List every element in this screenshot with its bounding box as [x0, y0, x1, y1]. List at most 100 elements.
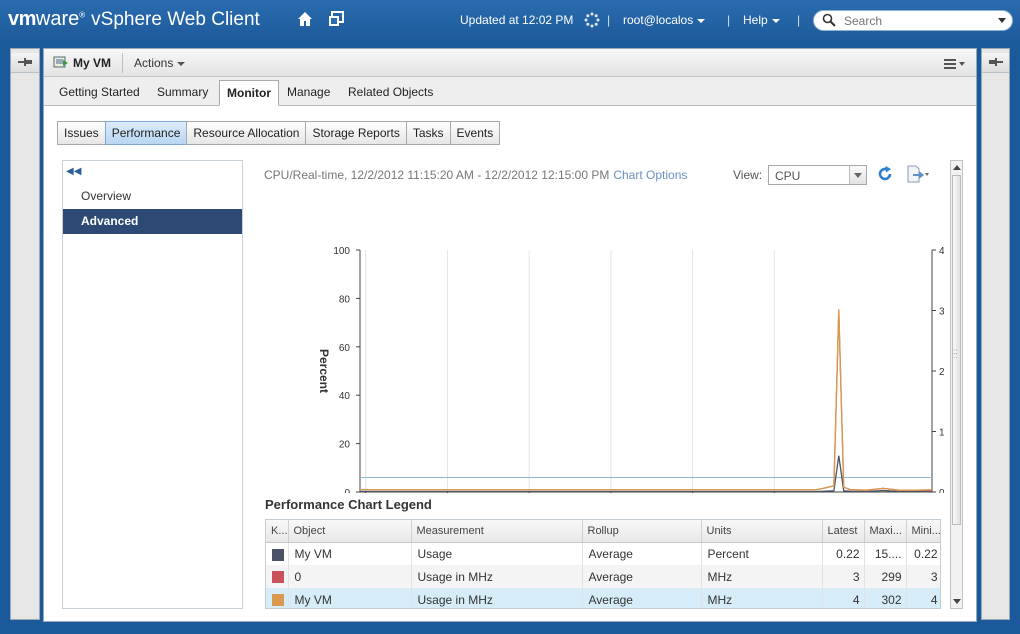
view-label: View: — [733, 168, 763, 182]
legend-key-cell — [266, 565, 289, 588]
y-tick-label: 100 — [333, 246, 350, 257]
search-input[interactable] — [844, 13, 994, 28]
help-label: Help — [743, 13, 768, 27]
search-dropdown-icon[interactable] — [998, 18, 1006, 23]
subtab-resource-allocation[interactable]: Resource Allocation — [186, 121, 307, 145]
export-icon[interactable] — [906, 165, 930, 183]
home-icon[interactable] — [296, 11, 314, 29]
y-axis-label: Percent — [317, 349, 331, 393]
subtab-issues[interactable]: Issues — [57, 121, 106, 145]
topbar-divider: | — [797, 13, 801, 27]
tab-monitor[interactable]: Monitor — [219, 80, 279, 106]
col-units[interactable]: Units — [701, 520, 823, 543]
object-cell: 0 — [288, 565, 412, 588]
vertical-scrollbar[interactable] — [950, 160, 963, 609]
pin-icon[interactable] — [11, 53, 39, 73]
search-box — [813, 10, 1013, 31]
series-line-2 — [360, 309, 933, 491]
chevron-down-icon — [771, 18, 780, 23]
chart-header: CPU/Real-time, 12/2/2012 11:15:20 AM - 1… — [264, 168, 687, 182]
min-cell: 0.22 — [906, 542, 940, 565]
col-measurement[interactable]: Measurement — [411, 520, 583, 543]
col-latest[interactable]: Latest — [822, 520, 865, 543]
tab-getting-started[interactable]: Getting Started — [59, 85, 140, 99]
pin-icon[interactable] — [982, 53, 1009, 73]
latest-cell: 3 — [822, 565, 865, 588]
new-window-icon[interactable] — [327, 11, 345, 29]
min-cell: 3 — [906, 565, 940, 588]
scroll-down-icon[interactable] — [953, 599, 961, 604]
chevron-down-icon — [697, 18, 706, 23]
measurement-cell: Usage in MHz — [411, 565, 583, 588]
col-rollup[interactable]: Rollup — [582, 520, 702, 543]
col-object[interactable]: Object — [288, 520, 412, 543]
help-menu[interactable]: Help — [743, 13, 780, 27]
view-select-value: CPU — [775, 169, 801, 183]
brand-registered-mark: ® — [79, 10, 86, 20]
series-swatch — [272, 548, 284, 561]
measurement-cell: Usage — [411, 542, 583, 565]
subtab-storage-reports[interactable]: Storage Reports — [305, 121, 407, 145]
max-cell: 302 — [864, 588, 907, 608]
view-select[interactable]: CPU — [768, 165, 867, 185]
col-key[interactable]: K... — [266, 520, 289, 543]
product-name: vSphere Web Client — [91, 9, 260, 30]
table-row[interactable]: 0 Usage in MHz Average MHz 3 299 3 — [266, 565, 940, 588]
series-line-1 — [360, 311, 932, 491]
subtab-events[interactable]: Events — [449, 121, 501, 145]
y2-tick-label: 0 — [939, 488, 944, 493]
panel-menu-icon[interactable] — [942, 55, 968, 71]
subtab-tasks[interactable]: Tasks — [405, 121, 451, 145]
legend-header-row: K... Object Measurement Rollup Units Lat… — [266, 520, 940, 543]
col-minimum[interactable]: Mini... — [906, 520, 940, 543]
updated-status: Updated at 12:02 PM — [460, 13, 574, 27]
legend-title: Performance Chart Legend — [265, 497, 432, 512]
legend-key-cell — [266, 542, 289, 565]
brand-ware: ware — [35, 8, 80, 30]
nav-overview[interactable]: Overview — [81, 189, 132, 203]
refresh-icon[interactable] — [876, 165, 894, 183]
y2-tick-label: 100 — [939, 428, 944, 439]
max-cell: 299 — [864, 565, 907, 588]
right-pin-panel — [981, 48, 1010, 620]
user-menu[interactable]: root@localos — [623, 13, 706, 27]
nav-advanced[interactable]: Advanced — [63, 209, 242, 234]
user-name: root@localos — [623, 13, 694, 27]
resize-grip-icon[interactable]: :::: — [953, 347, 958, 360]
main-panel: My VM Actions Getting Started Summary Mo… — [43, 48, 977, 622]
actions-label: Actions — [134, 56, 174, 70]
col-maximum[interactable]: Maxi... — [864, 520, 907, 543]
collapse-left-icon[interactable]: ◀◀ — [66, 166, 82, 177]
loading-spinner-icon — [583, 12, 601, 30]
chevron-down-icon — [177, 61, 186, 66]
primary-tabs: Getting Started Summary Monitor Manage R… — [44, 77, 976, 106]
view-select-dropdown-icon — [849, 166, 866, 184]
max-cell: 15.... — [864, 542, 907, 565]
object-name: My VM — [73, 56, 112, 70]
scroll-thumb[interactable] — [952, 175, 961, 525]
units-cell: MHz — [701, 565, 823, 588]
secondary-tabs: Issues Performance Resource Allocation Stor… — [57, 121, 501, 145]
performance-chart: 11:16 AM11:26 AM11:36 AM11:46 AM11:56 AM… — [317, 246, 944, 493]
actions-menu[interactable]: Actions — [134, 56, 186, 70]
latest-cell: 4 — [822, 588, 865, 608]
measurement-cell: Usage in MHz — [411, 588, 583, 608]
tab-summary[interactable]: Summary — [157, 85, 209, 99]
table-row[interactable]: My VM Usage Average Percent 0.22 15.... … — [266, 542, 940, 565]
y-tick-label: 60 — [339, 343, 351, 354]
chart-title: CPU/Real-time, 12/2/2012 11:15:20 AM - 1… — [264, 168, 610, 182]
table-row[interactable]: My VM Usage in MHz Average MHz 4 302 4 — [266, 588, 940, 608]
tab-manage[interactable]: Manage — [287, 85, 331, 99]
top-bar: vmware® vSphere Web Client Updated at 12:… — [0, 0, 1020, 42]
subtab-performance[interactable]: Performance — [104, 121, 188, 145]
brand-vm: vm — [8, 8, 36, 30]
scroll-up-icon[interactable] — [953, 165, 961, 170]
toolbar-divider — [122, 53, 123, 73]
rollup-cell: Average — [582, 542, 702, 565]
y-tick-label: 40 — [339, 391, 351, 402]
tab-related-objects[interactable]: Related Objects — [348, 85, 434, 99]
y-tick-label: 80 — [339, 294, 351, 305]
chart-options-link[interactable]: Chart Options — [613, 168, 688, 182]
performance-nav: ◀◀ Overview Advanced — [62, 160, 243, 609]
series-line-0 — [360, 455, 933, 493]
